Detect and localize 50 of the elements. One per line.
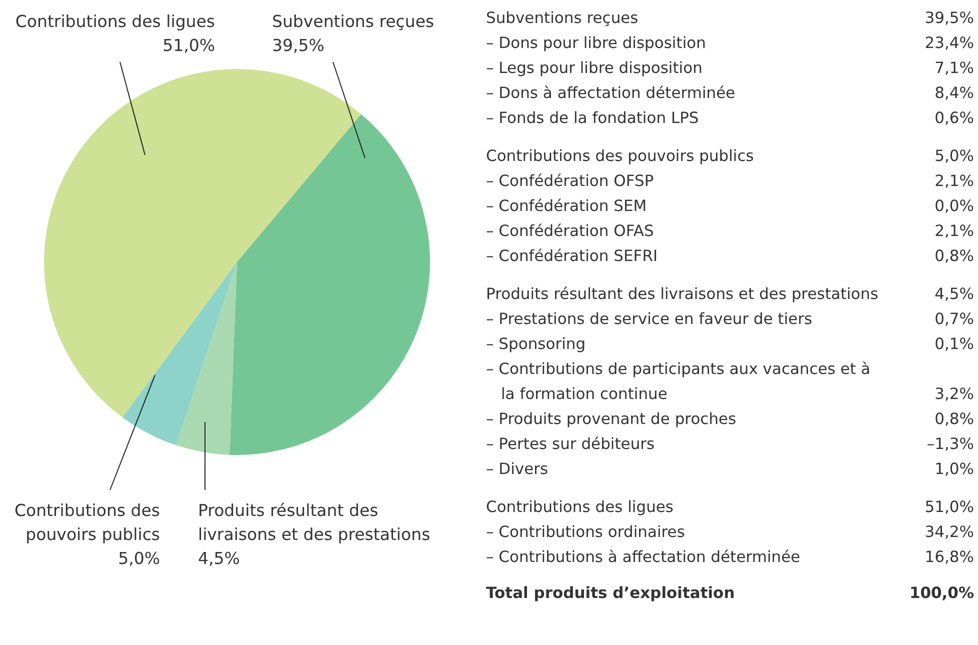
text: – Contributions à affectation déterminée bbox=[486, 547, 800, 568]
text: Produits résultant des livraisons et des prestations bbox=[486, 284, 878, 305]
text: 5,0% bbox=[934, 146, 974, 167]
text: 0,1% bbox=[934, 334, 974, 355]
text: 2,1% bbox=[934, 221, 974, 242]
text: – Contributions de participants aux vacances et à la formation continue bbox=[486, 359, 872, 405]
text: 8,4% bbox=[934, 83, 974, 104]
text: 23,4% bbox=[924, 33, 974, 54]
text: Contributions des ligues bbox=[486, 497, 674, 518]
slice-label: Produits résultant des livraisons et des prestations bbox=[198, 501, 430, 544]
text: 34,2% bbox=[924, 522, 974, 543]
data-label: 51,0% bbox=[162, 36, 215, 55]
text: – Divers bbox=[486, 459, 550, 480]
text: – Legs pour libre disposition bbox=[486, 58, 702, 79]
text: Subventions reçues bbox=[486, 8, 638, 29]
text: – Contributions ordinaires bbox=[486, 522, 685, 543]
text: 0,8% bbox=[934, 246, 974, 267]
text: 3,2% bbox=[934, 384, 974, 405]
text: – Confédération OFSP bbox=[486, 171, 654, 192]
text: 1,0% bbox=[934, 459, 974, 480]
text: 0,7% bbox=[934, 309, 974, 330]
slice-label: Contributions des ligues bbox=[15, 12, 215, 31]
text: Total produits d’exploitation bbox=[486, 583, 735, 604]
text: 16,8% bbox=[924, 547, 974, 568]
data-label: 4,5% bbox=[198, 549, 240, 568]
text: 2,1% bbox=[934, 171, 974, 192]
text: – Dons pour libre disposition bbox=[486, 33, 706, 54]
text: –1,3% bbox=[926, 434, 974, 455]
text: 51,0% bbox=[924, 497, 974, 518]
slice-label: Subventions reçues bbox=[272, 12, 434, 31]
text: – Dons à affectation déterminée bbox=[486, 83, 736, 104]
text: – Prestations de service en faveur de tiers bbox=[486, 309, 812, 330]
text: – Confédération OFAS bbox=[486, 221, 654, 242]
text: 0,8% bbox=[934, 409, 974, 430]
text: – Produits provenant de proches bbox=[486, 409, 736, 430]
text: – Confédération SEFRI bbox=[486, 246, 658, 267]
text: Contributions des pouvoirs publics bbox=[486, 146, 754, 167]
data-label: 39,5% bbox=[272, 36, 324, 55]
text: 0,0% bbox=[934, 196, 974, 217]
data-label: 5,0% bbox=[118, 549, 160, 568]
text: – Sponsoring bbox=[486, 334, 587, 355]
text: – Pertes sur débiteurs bbox=[486, 434, 655, 455]
text: – Fonds de la fondation LPS bbox=[486, 108, 699, 129]
text: 100,0% bbox=[909, 583, 974, 604]
text: 7,1% bbox=[934, 58, 974, 79]
slice-label: Contributions des pouvoirs publics bbox=[14, 501, 160, 544]
text: 4,5% bbox=[934, 284, 974, 305]
text: 39,5% bbox=[924, 8, 974, 29]
text: 0,6% bbox=[934, 108, 974, 129]
text: – Confédération SEM bbox=[486, 196, 647, 217]
